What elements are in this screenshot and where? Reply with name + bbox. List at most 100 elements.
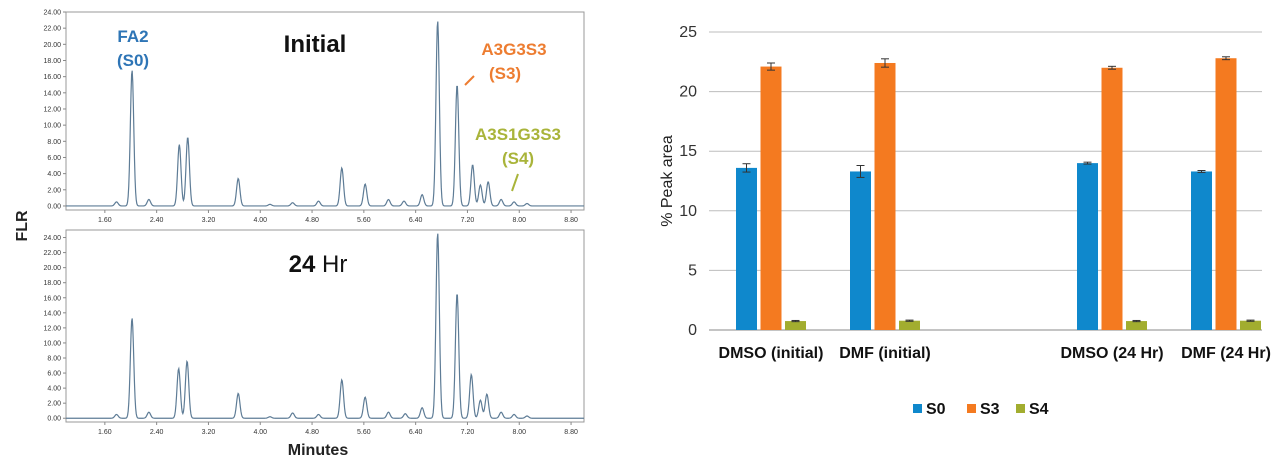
y-axis: 0.00 2.00 4.00 6.00 8.00 10.00 12.00 14.00 16.00… <box>43 10 66 210</box>
legend-swatch <box>1016 404 1025 413</box>
bar-s3 <box>874 62 896 330</box>
error-bar <box>905 319 914 322</box>
y-tick-label: 14.00 <box>43 90 61 97</box>
plot-frame <box>65 229 585 423</box>
x-tick-label: 4.00 <box>253 217 267 224</box>
legend-swatch <box>967 404 976 413</box>
x-axis: 1.60 2.40 3.20 4.00 4.80 5.60 6.40 7.20 8.00 8.80 <box>98 422 578 436</box>
y-tick-label: 10.00 <box>43 340 61 347</box>
error-bar <box>1083 161 1092 165</box>
error-bar <box>1108 65 1116 70</box>
x-tick-label: 2.40 <box>150 429 164 436</box>
annotation-a3g3s3: A3G3S3 (S3) <box>464 40 547 86</box>
x-tick-label: 3.20 <box>202 429 216 436</box>
y-tick-label: 22.00 <box>43 26 61 33</box>
legend-item-s0: S0 <box>913 401 946 418</box>
x-tick-label: 7.20 <box>461 217 475 224</box>
y-tick-label: 0 <box>688 322 697 339</box>
chromatogram-trace <box>66 233 584 419</box>
annotation-label: (S4) <box>502 149 534 168</box>
annotation-fa2: FA2 (S0) <box>117 27 149 70</box>
error-bar <box>881 58 889 68</box>
annotation-pointer <box>511 173 519 192</box>
annotation-a3s1g3s3: A3S1G3S3 (S4) <box>475 125 561 192</box>
x-tick-label: 4.00 <box>253 429 267 436</box>
bars <box>736 56 1261 331</box>
category-labels: DMSO (initial) DMF (initial) DMSO (24 Hr) D… <box>719 345 1271 362</box>
y-tick-label: 18.00 <box>43 280 61 287</box>
panel-title: Initial <box>284 31 347 58</box>
category-label: DMSO (initial) <box>719 345 824 362</box>
y-tick-label: 24.00 <box>43 10 61 17</box>
x-tick-label: 8.80 <box>564 217 578 224</box>
shared-x-axis-label: Minutes <box>288 442 349 459</box>
chromatogram-figure: FLR Minutes 0.00 2.00 4.00 6.00 8.00 10.00 12.… <box>14 10 585 459</box>
bar-s0 <box>850 171 871 330</box>
bar-s0 <box>1077 163 1098 330</box>
error-bar <box>742 163 751 173</box>
y-tick-label: 16.00 <box>43 74 61 81</box>
category-label: DMF (24 Hr) <box>1181 345 1271 362</box>
x-tick-label: 2.40 <box>150 217 164 224</box>
y-tick-label: 20 <box>679 84 697 101</box>
x-tick-label: 5.60 <box>357 429 371 436</box>
annotation-label: (S0) <box>117 51 149 70</box>
gridlines <box>709 31 1262 331</box>
legend-label: S4 <box>1029 401 1049 418</box>
error-bar <box>767 62 775 71</box>
bar-s4 <box>1126 321 1147 330</box>
error-bar <box>791 319 800 323</box>
bar-s4 <box>899 320 920 330</box>
bar-s3 <box>1101 67 1123 330</box>
error-bar <box>856 165 865 178</box>
chromatogram-trace <box>66 21 584 207</box>
x-tick-label: 1.60 <box>98 217 112 224</box>
x-axis: 1.60 2.40 3.20 4.00 4.80 5.60 6.40 7.20 8.00 8.80 <box>98 210 578 224</box>
bar-s4 <box>1240 320 1261 330</box>
chromatogram-panel-initial: 0.00 2.00 4.00 6.00 8.00 10.00 12.00 14.00 16.00… <box>43 10 585 224</box>
x-tick-label: 5.60 <box>357 217 371 224</box>
y-tick-label: 2.00 <box>47 401 61 408</box>
bar-s3 <box>760 66 782 331</box>
y-tick-label: 15 <box>679 143 697 160</box>
x-tick-label: 8.00 <box>512 429 526 436</box>
bar-s3 <box>1215 58 1237 330</box>
y-tick-label: 10 <box>679 203 697 220</box>
chromatogram-panel-24hr: 0.00 2.00 4.00 6.00 8.00 10.00 12.00 14.00 16.00… <box>43 229 585 436</box>
y-tick-label: 0.00 <box>47 203 61 210</box>
x-tick-label: 8.00 <box>512 217 526 224</box>
bar-s0 <box>1191 171 1212 330</box>
category-label: DMF (initial) <box>839 345 931 362</box>
y-tick-label: 6.00 <box>47 155 61 162</box>
y-tick-label: 4.00 <box>47 171 61 178</box>
legend-label: S3 <box>980 401 1000 418</box>
shared-y-axis-label: FLR <box>14 210 31 242</box>
y-tick-label: 10.00 <box>43 123 61 130</box>
x-tick-label: 6.40 <box>409 429 423 436</box>
y-tick-label: 6.00 <box>47 371 61 378</box>
y-tick-label: 8.00 <box>47 356 61 363</box>
y-axis: 0.00 2.00 4.00 6.00 8.00 10.00 12.00 14.00 16.00… <box>43 235 66 423</box>
annotation-pointer <box>464 75 475 86</box>
y-tick-label: 25 <box>679 24 697 41</box>
x-tick-label: 6.40 <box>409 217 423 224</box>
bar-chart: % Peak area 0 5 10 15 20 25 DMSO (initial) DMF… <box>659 24 1271 418</box>
x-tick-label: 3.20 <box>202 217 216 224</box>
y-tick-label: 14.00 <box>43 310 61 317</box>
bar-s0 <box>736 167 757 330</box>
y-tick-label: 2.00 <box>47 187 61 194</box>
plot-frame <box>65 11 585 211</box>
y-tick-label: 12.00 <box>43 325 61 332</box>
y-tick-label: 5 <box>688 262 697 279</box>
y-tick-label: 8.00 <box>47 139 61 146</box>
y-tick-label: 20.00 <box>43 42 61 49</box>
x-tick-label: 1.60 <box>98 429 112 436</box>
legend: S0 S3 S4 <box>913 401 1049 418</box>
error-bar <box>1197 170 1206 173</box>
annotation-label: A3S1G3S3 <box>475 125 561 144</box>
legend-swatch <box>913 404 922 413</box>
y-tick-label: 0.00 <box>47 416 61 423</box>
legend-item-s4: S4 <box>1016 401 1049 418</box>
panel-title: 24 Hr <box>289 251 348 278</box>
